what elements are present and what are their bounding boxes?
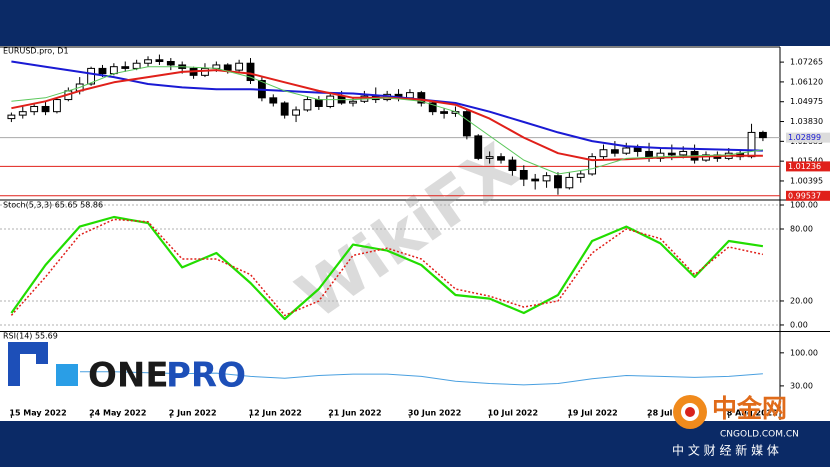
candle-body — [462, 111, 471, 137]
candle-body — [417, 92, 426, 104]
candle-body — [508, 159, 517, 171]
candle-body — [166, 60, 175, 66]
chart-layer: 1.072651.061201.049751.038301.026851.015… — [0, 47, 830, 418]
candle-body — [519, 169, 528, 180]
y-tick-label: 1.06120 — [790, 77, 823, 86]
candle-body — [109, 66, 118, 75]
y-tick-label: 1.04975 — [790, 97, 823, 106]
x-tick-label: 10 Jul 2022 — [488, 409, 538, 418]
candle-body — [326, 95, 335, 107]
top-band — [0, 0, 830, 46]
level-label: 1.01236 — [788, 162, 821, 171]
candle-body — [53, 99, 61, 113]
y-tick-label: 20.00 — [790, 296, 813, 305]
logo-block — [56, 364, 78, 386]
x-tick-label: 30 Jun 2022 — [408, 409, 461, 418]
logo-block — [20, 342, 48, 354]
y-tick-label: 80.00 — [790, 224, 813, 233]
brand-pro: PRO — [166, 356, 246, 396]
x-tick-label: 8 Aug 2022 — [727, 409, 778, 418]
x-tick-label: 15 May 2022 — [9, 409, 66, 418]
x-tick-label: 19 Jul 2022 — [567, 409, 617, 418]
candle-body — [292, 109, 300, 116]
candle-body — [633, 147, 642, 152]
candle-body — [87, 67, 96, 85]
y-tick-label: 1.00395 — [790, 176, 823, 185]
candle-body — [667, 152, 676, 156]
cngold-site: CNGOLD.COM.CN — [720, 430, 799, 440]
candle-body — [235, 62, 244, 71]
candle-body — [679, 150, 688, 156]
candle-body — [440, 111, 449, 114]
candle-body — [7, 114, 16, 120]
candle-body — [576, 173, 585, 178]
candle-body — [18, 111, 27, 116]
level-label-box — [786, 161, 830, 172]
series-line — [11, 60, 763, 152]
candle-body — [269, 97, 278, 104]
pane-title: Stoch(5,3,3) 65.65 58.86 — [3, 201, 103, 210]
candle-body — [280, 102, 289, 116]
candle-body — [314, 99, 323, 107]
candle-body — [41, 105, 50, 113]
candle-body — [531, 178, 540, 182]
candle-body — [121, 66, 130, 69]
brand-one: ONE — [88, 356, 169, 396]
pane-title: EURUSD.pro, D1 — [3, 47, 69, 56]
candle-body — [474, 135, 483, 159]
candle-body — [246, 62, 255, 82]
candle-body — [702, 154, 710, 161]
y-tick-label: 100.00 — [790, 348, 818, 357]
y-tick-label: 1.03830 — [790, 117, 823, 126]
level-label: 0.99537 — [788, 191, 821, 200]
candle-body — [542, 175, 551, 182]
logo-block — [8, 342, 20, 386]
pane-title: RSI(14) 55.69 — [3, 332, 58, 341]
cngold-slogan: 中 文 财 经 新 媒 体 — [672, 443, 779, 458]
level-label-box — [786, 132, 830, 143]
y-tick-label: 30.00 — [790, 381, 813, 390]
candle-body — [303, 99, 312, 111]
level-label: 1.02899 — [788, 133, 821, 142]
x-tick-label: 2 Jun 2022 — [169, 409, 217, 418]
onepro-logo: ONE PRO — [4, 340, 246, 396]
candle-body — [155, 59, 164, 62]
candle-body — [622, 147, 631, 154]
candle-body — [98, 67, 107, 75]
candle-body — [223, 64, 232, 71]
candle-body — [610, 149, 619, 154]
x-tick-label: 24 May 2022 — [89, 409, 146, 418]
candle-body — [406, 92, 414, 99]
candle-body — [30, 105, 39, 113]
candle-body — [554, 175, 562, 189]
logo-block — [36, 354, 48, 364]
level-label-box — [786, 190, 830, 201]
candle-body — [132, 62, 141, 69]
candle-body — [428, 102, 437, 113]
y-tick-label: 100.00 — [790, 200, 818, 209]
candle-body — [747, 131, 756, 158]
x-tick-label: 21 Jun 2022 — [328, 409, 381, 418]
candle-body — [588, 156, 597, 175]
y-tick-label: 1.07265 — [790, 58, 823, 67]
series-line — [10, 218, 764, 317]
y-tick-label: 0.00 — [790, 320, 808, 329]
x-tick-label: 12 Jun 2022 — [249, 409, 302, 418]
cngold-logo: 中金网 CNGOLD.COM.CN 中 文 财 经 新 媒 体 — [672, 394, 799, 458]
candle-body — [201, 67, 209, 76]
candle-body — [759, 131, 767, 139]
candle-body — [599, 149, 608, 158]
candle-body — [497, 156, 505, 161]
candle-body — [144, 59, 152, 64]
candle-body — [565, 176, 574, 189]
candle-body — [349, 100, 357, 104]
candle-body — [485, 156, 494, 159]
y-tick-label: 1.01540 — [790, 157, 823, 166]
cngold-name: 中金网 — [712, 394, 787, 423]
x-tick-label: 28 Jul 2022 — [647, 409, 697, 418]
series-line — [11, 66, 763, 175]
series-line — [11, 371, 763, 386]
logo-dot — [685, 407, 695, 417]
